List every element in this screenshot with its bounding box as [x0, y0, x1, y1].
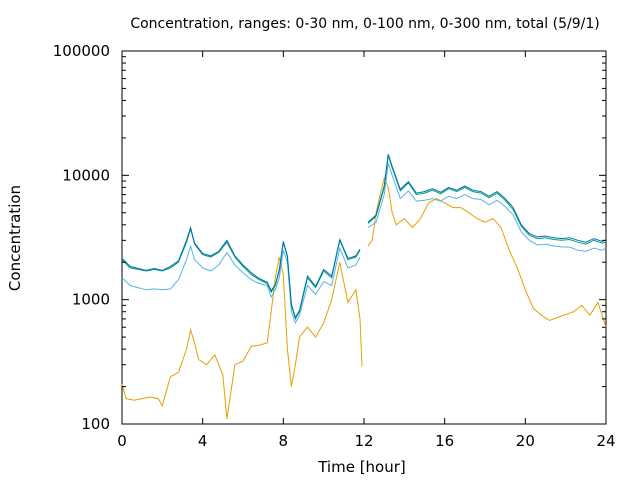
series-line-4 [121, 154, 607, 319]
series-line-3 [121, 155, 607, 321]
x-axis-label: Time [hour] [317, 458, 406, 476]
x-tick-label: 12 [354, 432, 373, 450]
series-layer [121, 154, 607, 419]
x-tick-label: 0 [117, 432, 127, 450]
y-axis: 100 1000 10000 100000 [53, 42, 606, 433]
series-line-1 [121, 176, 607, 419]
y-tick-label: 10000 [62, 166, 110, 184]
series-line-2 [121, 163, 607, 325]
y-tick-label: 1000 [72, 291, 110, 309]
x-axis: 0 4 8 12 16 20 24 [117, 51, 616, 450]
x-tick-label: 24 [596, 432, 615, 450]
y-axis-label: Concentration [6, 185, 24, 291]
x-tick-label: 16 [435, 432, 454, 450]
x-tick-label: 20 [516, 432, 535, 450]
plot-frame [121, 50, 607, 425]
plot-area [121, 50, 607, 425]
chart-title: Concentration, ranges: 0-30 nm, 0-100 nm… [130, 16, 599, 32]
x-tick-label: 8 [279, 432, 289, 450]
y-tick-label: 100000 [53, 42, 110, 60]
y-tick-label: 100 [81, 415, 110, 433]
x-tick-label: 4 [198, 432, 208, 450]
